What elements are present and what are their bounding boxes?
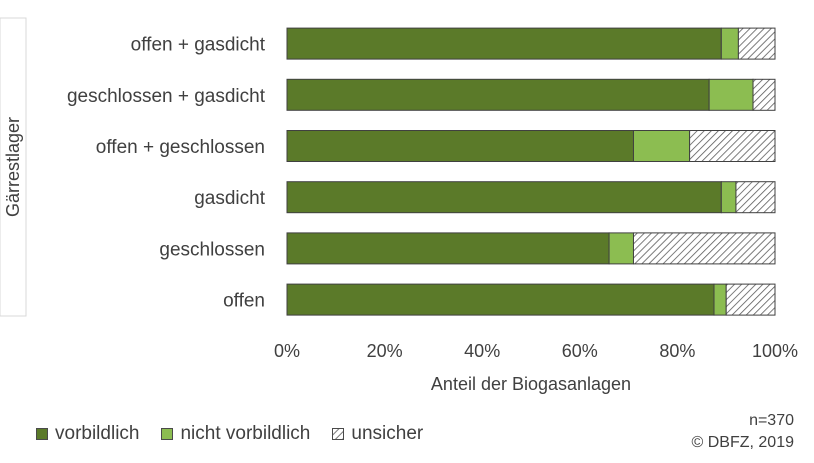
legend-item-unsicher: unsicher — [332, 423, 423, 445]
bar-segment-6-3 — [725, 283, 776, 316]
category-label: gasdicht — [194, 188, 265, 209]
bar-segment-1-1 — [286, 27, 722, 60]
category-label: offen + gasdicht — [131, 35, 266, 56]
legend-item-nicht-vorbildlich: nicht vorbildlich — [161, 423, 310, 445]
legend-label-nicht-vorbildlich: nicht vorbildlich — [180, 423, 311, 444]
bars-group — [286, 27, 776, 316]
x-tick-label: 60% — [562, 341, 598, 361]
x-tick-label: 0% — [274, 341, 300, 361]
category-label: geschlossen — [159, 239, 265, 260]
bar-segment-4-3 — [735, 181, 776, 214]
bar-segment-4-1 — [286, 181, 722, 214]
x-tick-label: 80% — [659, 341, 695, 361]
x-tick-label: 100% — [752, 341, 798, 361]
x-axis-title: Anteil der Biogasanlagen — [431, 374, 631, 394]
bar-segment-3-1 — [286, 130, 634, 162]
bar-segment-5-2 — [608, 232, 634, 265]
bar-segment-2-1 — [286, 78, 710, 111]
legend-swatch-vorbildlich — [36, 428, 48, 440]
category-label: offen — [223, 291, 265, 312]
legend-item-vorbildlich: vorbildlich — [36, 423, 139, 445]
bar-segment-3-2 — [632, 130, 691, 162]
bar-segment-5-1 — [286, 232, 610, 265]
legend-swatch-nicht-vorbildlich — [161, 428, 174, 440]
legend: vorbildlich nicht vorbildlich unsicher — [36, 423, 445, 445]
bar-segment-3-3 — [689, 130, 776, 162]
bar-segment-6-1 — [286, 283, 715, 316]
category-label: geschlossen + gasdicht — [67, 86, 266, 107]
y-axis-title: Gärrestlager — [3, 117, 23, 217]
bar-segment-5-3 — [632, 232, 776, 265]
bar-segment-1-2 — [720, 27, 739, 60]
legend-label-unsicher: unsicher — [351, 423, 424, 444]
legend-swatch-unsicher — [332, 428, 345, 440]
category-labels: offen + gasdicht geschlossen + gasdicht of… — [67, 35, 266, 312]
bar-chart: Gärrestlager offen + gasdicht geschlossen… — [0, 17, 798, 394]
bar-segment-6-2 — [713, 283, 727, 316]
bar-segment-4-2 — [720, 181, 737, 214]
sample-size-note: n=370 — [749, 412, 794, 429]
legend-label-vorbildlich: vorbildlich — [55, 423, 140, 444]
x-tick-labels: 0% 20% 40% 60% 80% 100% — [274, 341, 798, 361]
x-tick-label: 40% — [464, 341, 500, 361]
y-axis-title-group: Gärrestlager — [3, 117, 23, 217]
bar-segment-2-3 — [752, 78, 776, 111]
copyright-note: © DBFZ, 2019 — [691, 434, 795, 451]
bar-segment-2-2 — [708, 78, 754, 111]
y-axis-title-box — [0, 17, 27, 317]
bar-segment-1-3 — [737, 27, 776, 60]
category-label: offen + geschlossen — [96, 137, 265, 158]
x-tick-label: 20% — [367, 341, 403, 361]
